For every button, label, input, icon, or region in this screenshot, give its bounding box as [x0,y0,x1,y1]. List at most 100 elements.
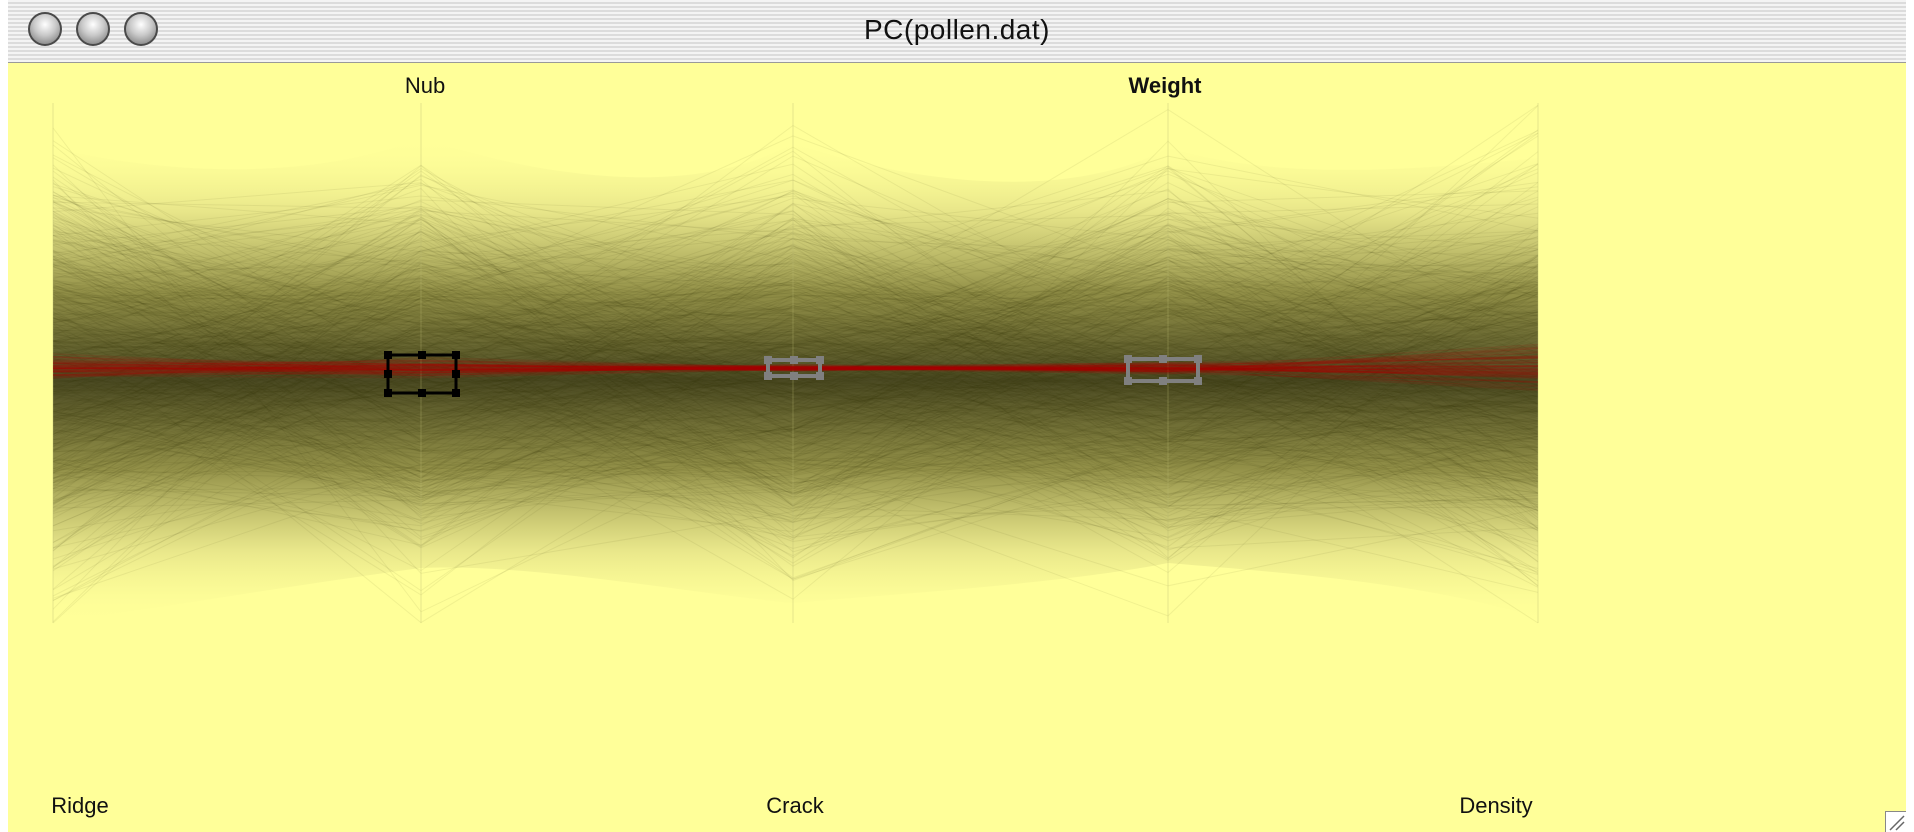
selected-line [52,355,1539,371]
data-line [52,368,1539,527]
data-line [52,362,1539,522]
data-line [52,237,1539,443]
data-line [52,294,1539,599]
parallel-coordinates-canvas[interactable] [8,63,1906,832]
data-line [52,207,1539,523]
data-line [52,197,1539,441]
data-line [52,144,1539,442]
data-line [52,163,1539,527]
selected-line [52,359,1539,387]
data-line [52,228,1539,538]
selected-line [52,367,1539,377]
data-line [52,267,1539,405]
data-line [52,223,1539,467]
axis-label-crack[interactable]: Crack [766,793,824,818]
selected-line [52,364,1539,383]
axis-label-weight[interactable]: Weight [1128,73,1202,98]
data-line [52,262,1539,463]
data-line [52,285,1539,397]
axis-label-density[interactable]: Density [1459,793,1533,818]
data-line [52,300,1539,532]
window-zoom-icon[interactable] [124,12,158,46]
data-line [52,270,1539,432]
data-line [52,334,1539,439]
data-line [52,288,1539,420]
window-close-icon[interactable] [28,12,62,46]
data-line [52,306,1539,385]
data-line [52,332,1539,517]
data-line [52,311,1539,499]
data-line [52,349,1539,495]
window-minimize-icon[interactable] [76,12,110,46]
data-line [52,254,1539,574]
selected-line [52,355,1539,377]
data-line [52,234,1539,486]
data-line [52,328,1539,451]
title-bar[interactable]: PC(pollen.dat) [8,0,1906,63]
data-line [52,274,1539,590]
data-line [52,281,1539,463]
data-line [52,109,1539,602]
data-line [52,304,1539,596]
data-line [52,190,1539,506]
crack-brush-handles[interactable] [764,356,824,380]
data-line [52,204,1539,452]
data-line [52,225,1539,431]
data-line [52,320,1539,502]
data-line [52,211,1539,436]
data-line [52,186,1539,397]
data-line [52,283,1539,488]
nub-brush-handles[interactable] [384,351,460,397]
data-line [52,358,1539,538]
axis-label-nub[interactable]: Nub [404,73,446,98]
data-line [52,221,1539,507]
selected-line [52,359,1539,370]
weight-brush-handles[interactable] [1124,355,1202,385]
resize-grip-icon[interactable] [1885,811,1906,832]
data-line [52,359,1539,474]
selected-line [52,363,1539,372]
data-line [52,331,1539,463]
data-line [52,283,1539,445]
data-line [52,281,1539,460]
data-line [52,267,1539,582]
parallel-coordinates-plot[interactable]: Nub Weight Ridge Crack Density [8,63,1906,832]
data-line [52,310,1539,543]
data-line [52,326,1539,498]
data-line [52,146,1539,484]
data-line [52,191,1539,398]
data-line [52,322,1539,450]
data-line [52,129,1539,494]
data-line [52,214,1539,547]
data-line [52,200,1539,425]
data-line [52,392,1539,502]
selected-line [52,362,1539,372]
data-line [52,296,1539,503]
axis-label-ridge[interactable]: Ridge [51,793,109,818]
data-line [52,299,1539,488]
data-line [52,320,1539,568]
selected-line [52,343,1539,379]
data-line [52,385,1539,560]
selected-line [52,364,1539,374]
data-line [52,282,1539,365]
data-line [52,229,1539,508]
data-line [52,342,1539,474]
data-line [52,275,1539,413]
data-line [52,326,1539,447]
data-line [52,311,1539,499]
data-line [52,220,1539,326]
data-line [52,369,1539,480]
data-line [52,278,1539,517]
data-line [52,179,1539,531]
data-line [52,192,1539,478]
data-line [52,313,1539,404]
data-line [52,239,1539,394]
data-line [52,323,1539,624]
data-line [52,344,1539,412]
data-line [52,261,1539,484]
data-line [52,170,1539,439]
data-line [52,284,1539,418]
data-line [52,288,1539,482]
data-line [52,263,1539,563]
